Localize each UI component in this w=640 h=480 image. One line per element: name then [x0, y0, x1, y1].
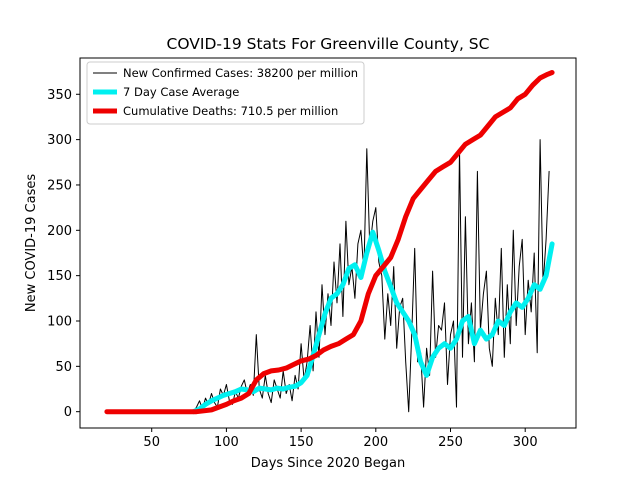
y-tick-label: 150 — [47, 269, 72, 284]
series-cumulative-deaths-line — [104, 70, 555, 415]
y-tick-label: 0 — [64, 405, 72, 420]
x-tick-label: 150 — [289, 435, 314, 450]
x-tick-label: 300 — [513, 435, 538, 450]
x-axis-label: Days Since 2020 Began — [251, 456, 406, 471]
plot-frame — [79, 57, 577, 429]
x-tick-label: 100 — [214, 435, 239, 450]
legend: New Confirmed Cases: 38200 per million 7… — [86, 61, 365, 125]
x-tick-label: 200 — [363, 435, 388, 450]
series-new-cases-line — [193, 139, 550, 413]
y-tick-label: 100 — [47, 314, 72, 329]
y-axis-ticks: 0 50 100 150 200 250 300 350 — [47, 88, 80, 420]
legend-label-average: 7 Day Case Average — [123, 85, 239, 99]
x-tick-label: 50 — [143, 435, 160, 450]
y-axis-label: New COVID-19 Cases — [24, 174, 39, 312]
x-tick-label: 250 — [438, 435, 463, 450]
y-tick-label: 350 — [47, 88, 72, 103]
legend-label-deaths: Cumulative Deaths: 710.5 per million — [123, 104, 338, 118]
plot-area — [104, 70, 555, 415]
y-tick-label: 50 — [55, 360, 72, 375]
legend-label-cases: New Confirmed Cases: 38200 per million — [123, 66, 358, 80]
chart-title: COVID-19 Stats For Greenville County, SC — [167, 35, 490, 53]
x-axis-ticks: 50 100 150 200 250 300 — [143, 428, 538, 450]
y-tick-label: 300 — [47, 133, 72, 148]
y-tick-label: 200 — [47, 224, 72, 239]
series-7day-average-line — [191, 229, 555, 415]
y-tick-label: 250 — [47, 178, 72, 193]
legend-box — [86, 61, 365, 125]
